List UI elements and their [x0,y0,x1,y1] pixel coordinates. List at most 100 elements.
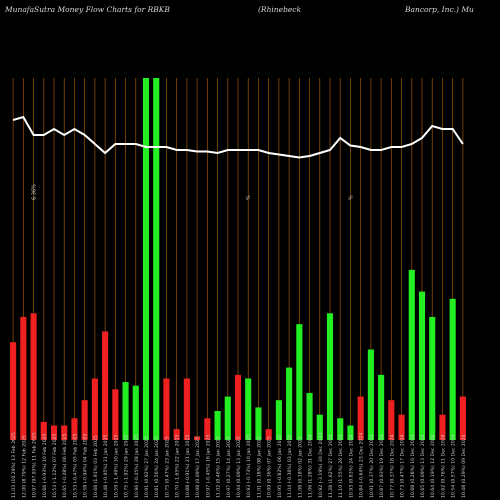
money-flow-bar [449,298,456,440]
x-tick-label: 10.91 (0.37%) 20 Dec 2024 [369,434,375,498]
money-flow-bar [194,436,201,440]
x-tick-label: 10.93 (-0.73%) 10 Jan 2025 [246,434,252,498]
money-flow-bar [122,382,129,440]
x-tick-label: 10.68 (0.28%) 16 Dec 2024 [410,434,416,498]
x-tick-label: 10.48 (-0.95%) 31 Jan 2025 [103,434,109,498]
x-tick-label: 10.99 (0.36%) 07 Jan 2025 [267,436,273,498]
money-flow-bar [378,374,385,440]
money-flow-bar [71,418,78,440]
money-flow-bar [224,396,231,440]
x-tick-label: 10.59 (-1.49%) 30 Jan 2025 [113,434,119,498]
money-flow-bar [388,400,395,440]
chart-company-right: Bancorp, Inc.) Mu [404,5,474,14]
x-tick-label: 10.98 (0.09%) 17 Jan 2025 [195,436,201,498]
money-flow-bar [102,331,109,440]
x-tick-label: 10.93 (0.83%) 24 Dec 2024 [348,434,354,498]
money-flow-bar [245,378,252,440]
x-tick-label: 10.64 (0.19%) 12 Dec 2024 [430,434,436,498]
money-flow-bar [163,378,170,440]
x-tick-label: 12.00 (8.79%) 12 Feb 2025 [21,435,27,498]
money-flow-bar [50,425,58,440]
x-tick-label: 10.65 (0.09%) 13 Dec 2024 [420,434,426,498]
x-tick-label: 11.03 (10.29%) 13 Feb 2025 [11,432,17,498]
money-flow-bar [306,392,313,440]
money-flow-bar [204,418,211,440]
x-tick-label: 11.28 (1.62%) 27 Dec 2024 [328,434,334,498]
annotation-label: % [348,195,354,200]
money-flow-bar [459,396,466,440]
money-flow-bar [234,374,242,440]
money-flow-bar [81,400,88,440]
annotation-label: 6.36% [32,184,38,200]
x-tick-label: 10.97 (0.27%) 14 Jan 2025 [226,436,232,498]
money-flow-bar [214,411,221,440]
money-flow-bar [337,418,344,440]
money-flow-bar [429,316,436,440]
x-tick-labels: 11.03 (10.29%) 13 Feb 2025 12.00 (8.79%) … [11,432,467,498]
money-flow-bar [286,367,293,440]
money-flow-bar [10,342,17,440]
money-flow-bar [296,324,303,440]
x-tick-label: 10.66 (-0.93%) 10 Feb 2025 [42,433,48,498]
money-flow-bar [20,316,27,440]
money-flow-bar [30,313,37,440]
x-tick-label: 10.48 (0.29%) 09 Dec 2024 [461,434,467,498]
x-tick-label: 10.84 (-0.64%) 23 Dec 2024 [359,433,365,498]
x-tick-label: 10.81 (0.56%) 24 Jan 2025 [154,436,160,498]
x-tick-label: 10.53 (-0.47%) 05 Feb 2025 [72,433,78,498]
annotation-label: % [246,195,252,200]
x-tick-label: 10.73 (0.47%) 17 Dec 2024 [400,434,406,498]
x-tick-label: 11.10 (1.55%) 26 Dec 2024 [338,434,344,498]
x-tick-label: 11.08 (0.18%) 02 Jan 2025 [297,436,303,498]
x-tick-label: 10.58 (-0.94%) 04 Feb 2025 [83,433,89,498]
annotations: 6.36%%% [32,184,355,200]
x-tick-label: 10.91 (0.92%) 27 Jan 2025 [144,436,150,498]
x-tick-label: 10.94 (0.09%) 13 Jan 2025 [236,436,242,498]
money-flow-bar [398,414,405,440]
x-tick-label: 10.70 (-1.65%) 22 Jan 2025 [175,434,181,498]
chart-brand-title: MunafaSutra Money Flow Charts for RBKB [4,5,170,14]
money-flow-bar [142,78,150,440]
money-flow-bar [347,425,354,440]
money-flow-bar [153,78,160,440]
x-tick-label: 10.75 (0.47%) 23 Jan 2025 [164,436,170,498]
x-tick-label: 10.96 (-0.45%) 28 Jan 2025 [134,434,140,498]
x-tick-label: 10.92 (-3.19%) 30 Dec 2024 [318,433,324,498]
money-flow-bar [316,414,323,440]
money-flow-bar [439,414,446,440]
money-flow-bar [255,407,262,440]
x-tick-label: 11.04 (-0.36%) 03 Jan 2025 [287,434,293,498]
money-flow-bar [408,269,415,440]
money-flow-bar [132,385,139,440]
chart-company-left: (Rhinebeck [258,5,302,14]
x-tick-label: 10.53 (-1.12%) 07 Feb 2025 [52,433,58,498]
price-line-group [12,115,464,159]
money-flow-bar [357,396,364,440]
x-tick-label: 10.87 (0.93%) 19 Dec 2024 [379,434,385,498]
x-tick-label: 11.06 (1.28%) 31 Dec 2024 [308,434,314,498]
x-tick-label: 10.97 (97.93%) 11 Feb 2025 [32,432,38,498]
money-flow-bar [173,429,180,440]
money-flow-bar [367,349,374,440]
price-line [12,115,464,159]
x-tick-label: 10.62 (0.76%) 11 Dec 2024 [440,434,446,498]
x-tick-label: 10.65 (-0.28%) 06 Feb 2025 [62,433,68,498]
x-tick-label: 10.95 (-0.82%) 06 Jan 2025 [277,434,283,498]
money-flow-bar [326,313,334,440]
bar-series [10,78,466,440]
money-flow-bar [61,425,68,440]
money-flow-bar [40,421,47,440]
money-flow-bar [183,378,190,440]
x-tick-label: 10.75 (-1.92%) 29 Jan 2025 [124,434,130,498]
money-flow-bar [265,429,272,440]
x-tick-label: 10.97 (-0.45%) 16 Jan 2025 [205,434,211,498]
x-tick-label: 10.54 (0.57%) 10 Dec 2024 [451,434,457,498]
x-tick-label: 11.02 (0.46%) 15 Jan 2025 [216,436,222,498]
x-tick-label: 10.77 (0.37%) 18 Dec 2024 [389,434,395,498]
money-flow-bar [112,389,119,440]
x-tick-label: 10.68 (1.91%) 03 Feb 2025 [93,435,99,498]
money-flow-bar [91,378,98,440]
x-tick-label: 10.88 (-0.91%) 21 Jan 2025 [185,434,191,498]
